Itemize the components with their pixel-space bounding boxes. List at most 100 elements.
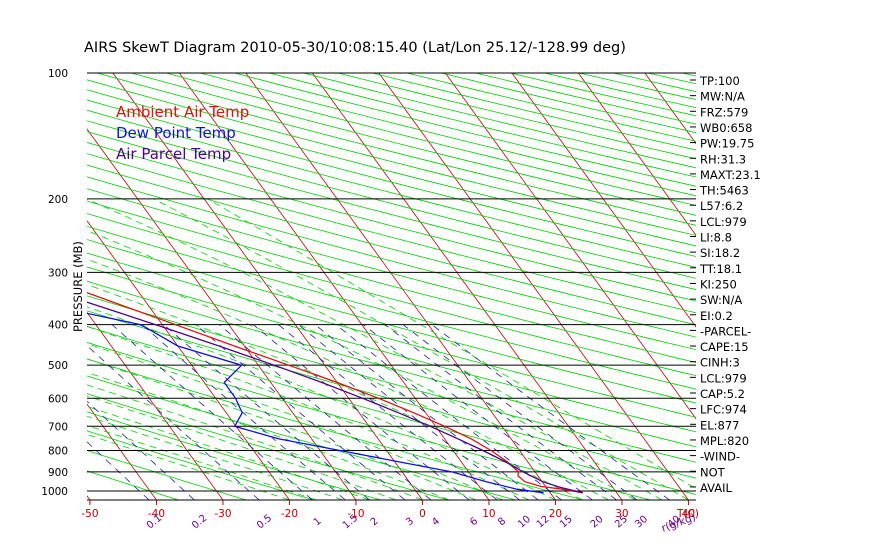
dry-adiabat-line <box>87 213 696 377</box>
moist-adiabat-line <box>87 434 290 500</box>
isotherm-line <box>87 220 290 500</box>
index-label: LCL:979 <box>700 371 747 385</box>
isotherm-line <box>87 403 157 500</box>
mixing-ratio-line <box>314 324 539 500</box>
moist-adiabat-line <box>87 395 396 500</box>
index-label: LI:8.8 <box>700 231 732 245</box>
isotherm-line <box>112 73 423 500</box>
isobars: 100 200 300 400 500 600 700 800 900 1000 <box>41 68 696 501</box>
dry-adiabat-line <box>87 252 696 418</box>
isotherm-line <box>578 73 696 236</box>
pressure-tick-label: 100 <box>48 68 68 80</box>
dry-adiabat-line <box>87 450 246 500</box>
index-label: FRZ:579 <box>700 105 748 119</box>
mixing-ratio-tick-label: 0.2 <box>190 513 209 532</box>
mixing-ratio-tick-label: 4 <box>430 516 442 529</box>
mixing-ratio-line <box>195 324 406 500</box>
dry-adiabat-line <box>87 430 314 500</box>
mixing-ratio-line <box>163 324 370 500</box>
moist-adiabat-line <box>87 284 583 500</box>
dry-adiabat-line <box>87 153 696 314</box>
pressure-tick-label: 400 <box>48 320 68 332</box>
index-label: CAP:5.2 <box>700 387 745 401</box>
moist-adiabat-line <box>87 326 529 500</box>
index-label: LCL:979 <box>700 215 747 229</box>
pressure-tick-label: 300 <box>48 267 68 279</box>
index-label: SI:18.2 <box>700 246 740 260</box>
isotherm-line <box>312 73 623 500</box>
dry-adiabat-line <box>269 73 696 178</box>
chart-title: AIRS SkewT Diagram 2010-05-30/10:08:15.4… <box>84 40 626 56</box>
dew-point-temp-profile <box>87 312 544 494</box>
moist-adiabat-line <box>87 258 609 500</box>
mixing-ratio-tick-label: 30 <box>633 514 650 531</box>
dry-adiabat-line <box>87 342 651 500</box>
index-label: PW:19.75 <box>700 137 754 151</box>
dry-adiabat-line <box>131 73 696 216</box>
index-label: MPL:820 <box>700 434 749 448</box>
air-parcel-temp-profile <box>87 301 583 494</box>
mixing-ratio-tick-label: 1 <box>312 516 324 529</box>
moist-adiabat-line <box>207 198 696 490</box>
index-label: AVAIL <box>700 481 733 495</box>
bottom-unit-label: T(C) <box>676 508 699 520</box>
pressure-tick-label: 800 <box>48 445 68 457</box>
mixing-ratio-tick-label: 10 <box>516 514 533 531</box>
moist-adiabat-line <box>87 198 662 500</box>
mixing-ratio-line <box>363 324 593 500</box>
dry-adiabat-line <box>87 99 696 257</box>
dry-adiabat-line <box>87 176 696 338</box>
background-grid <box>0 73 870 500</box>
dry-adiabat-line <box>87 358 583 500</box>
bottom-temp-tick-label: -40 <box>148 508 165 520</box>
bottom-temp-tick-label: -50 <box>81 508 98 520</box>
index-label: L57:6.2 <box>700 199 743 213</box>
mixing-ratio-line <box>141 324 346 500</box>
mixing-ratio-tick-label: 2 <box>369 516 381 529</box>
mixing-ratio-line <box>402 324 638 500</box>
index-label: WB0:658 <box>700 121 752 135</box>
dry-adiabat-line <box>87 89 696 247</box>
index-label: KI:250 <box>700 277 737 291</box>
mixing-ratio-tick-label: 3 <box>404 516 416 529</box>
dry-adiabat-line <box>87 375 516 500</box>
dry-adiabat-line <box>87 239 696 404</box>
moist-adiabat-line <box>153 198 689 500</box>
pressure-tick-label: 700 <box>48 421 68 433</box>
dry-adiabat-line <box>200 73 696 197</box>
legend-ambient-air-temp: Ambient Air Temp <box>116 103 249 121</box>
index-label: EI:0.2 <box>700 309 733 323</box>
dry-adiabat-line <box>87 109 696 268</box>
isotherm-line <box>0 73 23 500</box>
index-label: -WIND- <box>700 450 740 464</box>
moist-adiabat-line <box>87 343 503 500</box>
index-label: MAXT:23.1 <box>700 168 761 182</box>
dry-adiabat-line <box>87 266 696 433</box>
bottom-temp-tick-label: -30 <box>214 508 231 520</box>
moist-adiabat-line <box>87 372 450 500</box>
mixing-ratio-line <box>278 324 498 500</box>
dry-adiabat-line <box>165 73 696 206</box>
dry-adiabat-line <box>751 73 870 500</box>
dry-adiabat-line <box>87 295 696 463</box>
index-label: NOT <box>700 465 726 479</box>
index-label: CAPE:15 <box>700 340 749 354</box>
dry-adiabat-line <box>441 73 696 134</box>
dry-adiabat-line <box>87 120 696 279</box>
mixing-ratio-tick-label: 6 <box>468 516 480 529</box>
dry-adiabat-line <box>820 73 870 500</box>
index-label: RH:31.3 <box>700 152 746 166</box>
index-label: LFC:974 <box>700 403 747 417</box>
dry-adiabat-line <box>87 280 696 448</box>
dry-adiabat-line <box>786 73 870 500</box>
index-label: TP:100 <box>699 74 740 88</box>
bottom-temp-tick-label: -20 <box>281 508 298 520</box>
mixing-ratio-line <box>87 345 260 500</box>
mixing-ratio-tick-label: 8 <box>496 516 508 529</box>
moist-adiabat-line <box>87 425 317 500</box>
mixing-ratio-line <box>218 324 432 500</box>
mixing-ratio-line <box>298 324 520 500</box>
pressure-tick-label: 1000 <box>41 486 68 498</box>
